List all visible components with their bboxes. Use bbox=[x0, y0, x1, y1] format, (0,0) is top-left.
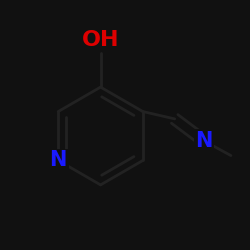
Text: OH: OH bbox=[82, 30, 119, 50]
Text: N: N bbox=[195, 131, 213, 151]
Text: N: N bbox=[50, 150, 67, 171]
